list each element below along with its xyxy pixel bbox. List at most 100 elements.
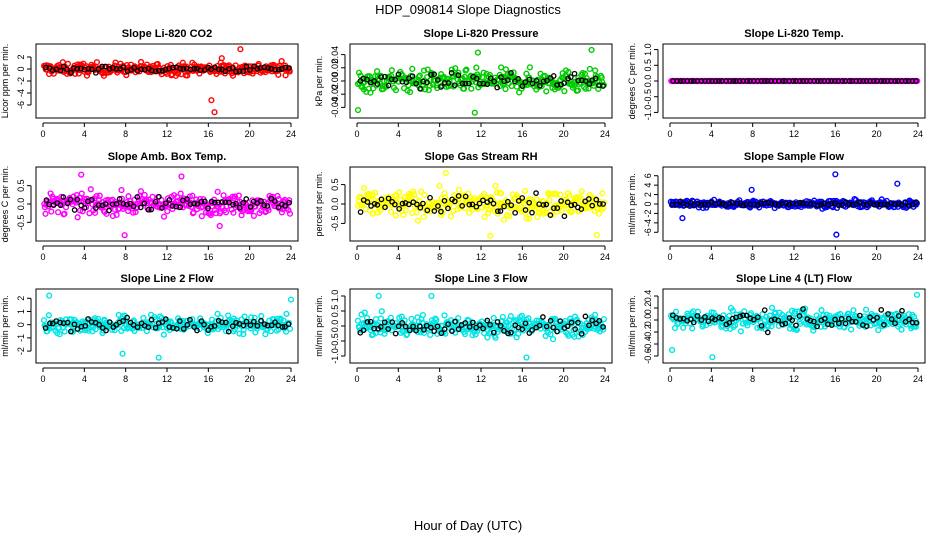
outlier-point — [487, 232, 494, 239]
reference-point — [593, 196, 600, 203]
y-tick-label: -0.02 — [330, 84, 340, 105]
reference-point — [515, 198, 522, 204]
reference-point — [846, 201, 853, 208]
data-point — [600, 326, 607, 333]
y-tick-label: 1.0 — [643, 43, 653, 56]
reference-points — [670, 306, 920, 336]
reference-point — [554, 328, 560, 335]
reference-point — [184, 322, 191, 328]
reference-point — [381, 319, 388, 326]
data-point — [361, 309, 368, 316]
reference-point — [64, 66, 70, 73]
reference-point — [230, 65, 236, 71]
reference-point — [543, 201, 550, 208]
reference-point — [211, 64, 218, 71]
reference-point — [473, 75, 480, 82]
reference-point — [600, 324, 606, 330]
data-point — [850, 307, 857, 314]
data-point — [502, 85, 509, 93]
plot-frame — [35, 43, 299, 119]
data-point — [286, 325, 294, 332]
reference-point — [427, 194, 433, 201]
data-point — [574, 87, 581, 94]
reference-point — [892, 78, 898, 84]
reference-point — [733, 78, 739, 84]
data-point — [523, 215, 530, 222]
reference-point — [705, 318, 712, 325]
data-point — [220, 192, 227, 199]
panel-1: Slope Li-820 CO2 0 4 8 12 16 20 24 -6 -4 -2 0 2 Licor… — [0, 28, 299, 139]
x-tick-label: 12 — [162, 129, 172, 139]
reference-point — [236, 204, 243, 211]
x-tick-label: 16 — [517, 129, 527, 139]
data-point — [768, 304, 776, 311]
reference-point — [719, 315, 725, 322]
x-tick-label: 8 — [123, 374, 128, 384]
reference-point — [508, 202, 515, 209]
data-point — [486, 71, 493, 79]
data-point — [402, 207, 409, 214]
reference-point — [825, 78, 832, 84]
reference-point — [120, 200, 127, 207]
y-axis: -2 -1 0 1 2 — [16, 296, 32, 355]
reference-point — [716, 314, 722, 321]
reference-point — [377, 323, 384, 330]
reference-point — [50, 67, 56, 74]
reference-point — [42, 64, 49, 71]
data-point — [392, 87, 399, 94]
outlier-point — [428, 292, 435, 300]
reference-point — [888, 316, 895, 322]
data-point — [93, 59, 101, 66]
reference-point — [533, 190, 539, 196]
reference-point — [374, 81, 381, 87]
reference-point — [385, 195, 392, 202]
reference-point — [445, 205, 451, 212]
reference-point — [92, 205, 99, 211]
reference-point — [194, 327, 200, 334]
reference-point — [243, 196, 250, 202]
y-tick-label: 0.0 — [16, 198, 26, 211]
reference-point — [258, 317, 264, 324]
reference-point — [529, 80, 536, 87]
reference-point — [838, 315, 845, 322]
data-point — [189, 192, 196, 199]
reference-point — [445, 80, 452, 86]
reference-point — [909, 319, 916, 326]
y-tick-label: -1 — [16, 334, 26, 342]
reference-point — [247, 322, 254, 329]
plot-frame — [349, 166, 613, 242]
reference-point — [389, 319, 396, 326]
outlier-point — [474, 49, 482, 56]
y-axis-label: kPa per min. — [314, 56, 324, 107]
series-points — [41, 46, 293, 116]
x-axis: 0 4 8 12 16 20 24 — [667, 122, 923, 139]
data-point — [78, 190, 85, 197]
reference-point — [205, 205, 211, 212]
data-point — [372, 315, 380, 323]
data-point — [506, 212, 513, 220]
y-axis: -1.0-0.50.0 0.5 1.0 — [643, 43, 659, 120]
reference-point — [508, 69, 514, 76]
y-tick-label: -6 — [16, 101, 26, 109]
reference-point — [392, 330, 399, 337]
reference-point — [582, 78, 589, 84]
x-tick-label: 12 — [162, 374, 172, 384]
reference-point — [233, 68, 239, 75]
reference-point — [839, 202, 845, 208]
reference-point — [551, 205, 557, 212]
reference-point — [828, 322, 835, 328]
reference-point — [371, 78, 377, 84]
reference-point — [233, 319, 239, 326]
reference-point — [382, 204, 388, 211]
reference-point — [842, 320, 849, 327]
reference-point — [702, 78, 708, 84]
x-tick-label: 4 — [709, 129, 714, 139]
reference-point — [761, 307, 768, 313]
data-point — [283, 310, 290, 317]
data-point — [565, 68, 572, 76]
reference-point — [47, 320, 53, 327]
y-tick-label: 0.4 — [643, 290, 653, 303]
reference-point — [547, 212, 554, 218]
reference-point — [96, 321, 102, 328]
data-point — [86, 210, 93, 217]
